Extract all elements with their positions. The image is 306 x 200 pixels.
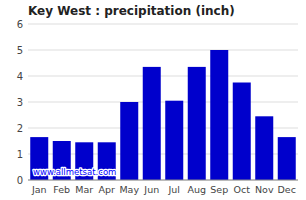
x-tick-label: Oct [234,184,251,195]
bar [120,102,138,180]
x-tick-label: Apr [99,184,116,195]
x-axis-line [28,180,298,181]
y-tick-label: 0 [17,175,23,186]
watermark: www.allmetsat.com [33,167,116,177]
bar [210,50,228,180]
grid-line [28,76,298,77]
bars [30,50,296,180]
y-tick-label: 3 [17,97,23,108]
title: Key West : precipitation (inch) [28,4,235,18]
chart-container: Key West : precipitation (inch) 0 1 2 3 4 5 6 Ja… [0,0,306,200]
grid-line [28,180,298,181]
x-tick-label: Jul [168,184,180,195]
x-tick-label: Mar [75,184,93,195]
grid-line [28,24,298,25]
bar [255,116,273,180]
x-tick-label: Nov [255,184,274,195]
y-tick-label: 1 [17,149,23,160]
x-tick-label: Feb [53,184,70,195]
x-tick-label: Aug [187,184,206,195]
x-tick-label: Sep [210,184,228,195]
y-tick-label: 6 [17,19,23,30]
x-tick-label: Jan [31,184,47,195]
bar [278,137,296,180]
bar [143,67,161,180]
y-tick-label: 2 [17,123,23,134]
bar [188,67,206,180]
y-tick-label: 4 [17,71,23,82]
bar [233,83,251,181]
bar [165,101,183,180]
chart: Key West : precipitation (inch) 0 1 2 3 4 5 6 Ja… [0,0,306,200]
x-axis: Jan Feb Mar AprMay Jun Jul Aug Sep Oct Nov Dec [31,184,296,195]
y-axis: 0 1 2 3 4 5 6 [17,19,298,186]
y-tick-label: 5 [17,45,23,56]
grid-line [28,102,298,103]
x-tick-label: Jun [143,184,159,195]
grid-line [28,50,298,51]
x-tick-label: Dec [278,184,296,195]
x-tick-label: May [119,184,139,195]
